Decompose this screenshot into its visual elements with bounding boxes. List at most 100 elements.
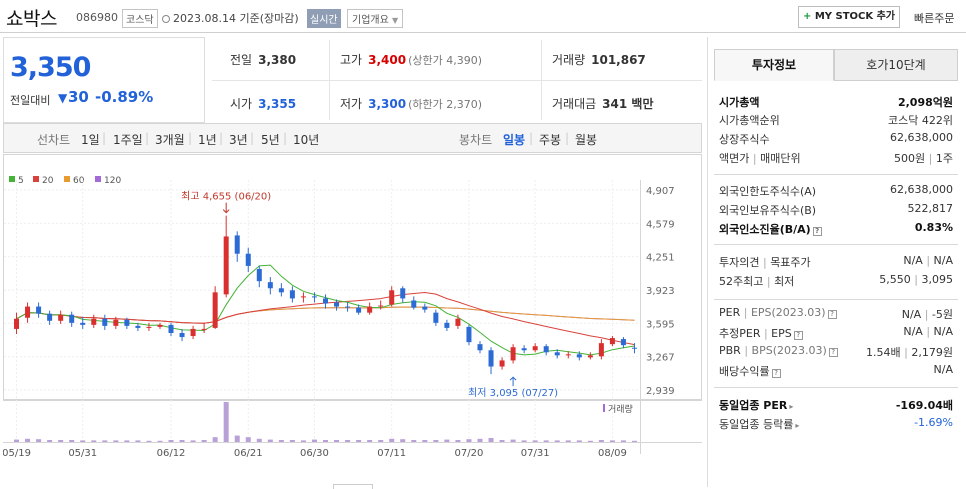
volume-bar — [422, 440, 428, 442]
period-5y[interactable]: 5년 — [261, 133, 280, 147]
volume: 거래량 101,867 — [552, 51, 646, 68]
ytick-label: 4,907 — [646, 186, 675, 197]
period-10y[interactable]: 10년 — [293, 133, 320, 147]
foreign-hold-label: 외국인보유주식수(B) — [719, 204, 817, 217]
volume-bar — [411, 440, 417, 442]
volume-bar — [135, 440, 141, 442]
bps-value: 2,179원 — [911, 346, 953, 359]
legend-swatch-ma60 — [64, 176, 70, 182]
separator: | — [250, 131, 255, 145]
candle-body — [212, 292, 218, 328]
my-stock-add-button[interactable]: + MY STOCK 추가 — [798, 6, 900, 28]
sector-per-row[interactable]: 동일업종 PER ▸ -169.04배 — [719, 395, 953, 413]
per-label: PER — [719, 306, 741, 319]
candle-body — [576, 354, 582, 358]
volume-bar — [256, 438, 262, 442]
period-1y[interactable]: 1년 — [198, 133, 217, 147]
chart-resize-handle[interactable] — [333, 484, 373, 489]
eps-label: EPS(2023.03) — [750, 306, 826, 319]
quick-order-link[interactable]: 빠른주문 — [914, 12, 955, 25]
tab-quote-10[interactable]: 호가10단계 — [834, 49, 958, 81]
price-chart[interactable]: 5 20 60 120 2,939 3,267 3,595 3,923 4,251 4,579 4,… — [3, 154, 702, 484]
period-3m[interactable]: 3개월 — [155, 133, 185, 147]
candle-body — [245, 253, 251, 266]
candle-body — [14, 318, 20, 329]
candle-body — [25, 306, 31, 318]
period-1d[interactable]: 1일 — [81, 133, 100, 147]
candle-body — [477, 344, 483, 351]
help-icon[interactable]: ? — [793, 331, 803, 340]
realtime-button[interactable]: 실시간 — [307, 9, 341, 28]
trade-amount: 거래대금 341 백만 — [552, 95, 653, 112]
period-1w[interactable]: 1주일 — [113, 133, 143, 147]
w52-values: 5,550 | 3,095 — [879, 273, 953, 286]
per-value: N/A — [901, 308, 922, 321]
market-cap-value: 2,098억원 — [897, 96, 953, 109]
candle-body — [510, 347, 516, 361]
candle-body — [157, 324, 163, 327]
xtick-label: 06/30 — [300, 448, 329, 459]
high-marker-label: 최고 4,655 (06/20) — [181, 191, 271, 203]
candle-monthly[interactable]: 월봉 — [575, 133, 598, 147]
candle-body — [47, 313, 53, 321]
opinion-group: 투자의견 | 목표주가 N/A | N/A 52주최고 | 최저 5,550 | 3… — [714, 244, 958, 294]
unit-label: 매매단위 — [760, 152, 801, 165]
amount-label: 거래대금 — [552, 97, 597, 111]
candle-body — [367, 306, 373, 313]
volume-bar — [510, 439, 516, 442]
est-per-row: 추정PER | EPS? N/A | N/A — [719, 323, 953, 341]
volume-bar — [444, 439, 450, 442]
candle-chart-label: 봉차트 — [459, 133, 493, 147]
rank-row: 시가총액순위 코스닥 422위 — [719, 110, 953, 128]
volume-bar — [223, 402, 229, 442]
corp-info-dropdown[interactable]: 기업개요 ▼ — [347, 9, 404, 28]
candle-body — [135, 325, 141, 328]
plus-icon: + — [802, 11, 812, 22]
info-tabs: 투자정보 호가10단계 — [714, 49, 958, 81]
ytick-label: 4,579 — [646, 219, 675, 230]
candlestick-chart-svg[interactable]: 5 20 60 120 2,939 3,267 3,595 3,923 4,251 4,579 4,… — [3, 154, 702, 484]
help-icon[interactable]: ? — [812, 227, 822, 236]
candle-body — [124, 319, 130, 326]
chevron-down-icon: ▼ — [392, 16, 399, 25]
help-icon[interactable]: ? — [828, 348, 838, 357]
opinion-row: 투자의견 | 목표주가 N/A | N/A — [719, 252, 953, 270]
base-date: 2023.08.14 기준(장마감) — [162, 10, 299, 26]
candle-body — [256, 268, 262, 282]
volume-bar — [488, 438, 494, 442]
low-price: 저가 3,300 (하한가 2,370) — [340, 95, 482, 112]
xtick-label: 06/12 — [157, 448, 186, 459]
change-label: 전일대비 — [10, 94, 51, 107]
sector-change-label: 동일업종 등락률 — [719, 418, 794, 431]
est-eps-label: EPS — [771, 327, 792, 340]
chart-toolbar: 선차트 1일 | 1주일 | 3개월 | 1년 | 3년 | 5년 | 10년 … — [3, 123, 702, 153]
sector-change-row[interactable]: 동일업종 등락률 ▸ -1.69% — [719, 414, 953, 432]
help-icon[interactable]: ? — [771, 369, 781, 378]
candle-weekly[interactable]: 주봉 — [539, 133, 562, 147]
candle-body — [499, 360, 505, 367]
candle-body — [400, 288, 406, 299]
volume-bar — [400, 439, 406, 442]
tab-investment-info[interactable]: 투자정보 — [714, 49, 834, 81]
period-3y[interactable]: 3년 — [229, 133, 248, 147]
volume-bar — [146, 440, 152, 442]
dividend-label-wrap: 배당수익률? — [719, 363, 781, 379]
candle-body — [631, 347, 637, 349]
foreign-limit-label: 외국인한도주식수(A) — [719, 185, 817, 198]
candle-body — [80, 322, 86, 325]
volume-bar — [521, 440, 527, 442]
high-value: 3,400 — [368, 53, 407, 67]
legend-swatch-ma120 — [95, 176, 101, 182]
volume-bar — [25, 438, 31, 442]
candle-daily[interactable]: 일봉 — [503, 133, 526, 147]
my-stock-label: MY STOCK 추가 — [814, 11, 896, 22]
candle-body — [609, 338, 615, 345]
candle-body — [146, 326, 152, 328]
volume-bar — [323, 440, 328, 442]
volume-bar — [345, 440, 351, 442]
candle-body — [69, 314, 75, 323]
volume-bar — [212, 437, 218, 442]
help-icon[interactable]: ? — [827, 310, 837, 319]
candle-body — [422, 306, 428, 310]
stats-row: 전일 3,380 고가 3,400 (상한가 4,390) 거래량 101,867 — [212, 37, 702, 80]
